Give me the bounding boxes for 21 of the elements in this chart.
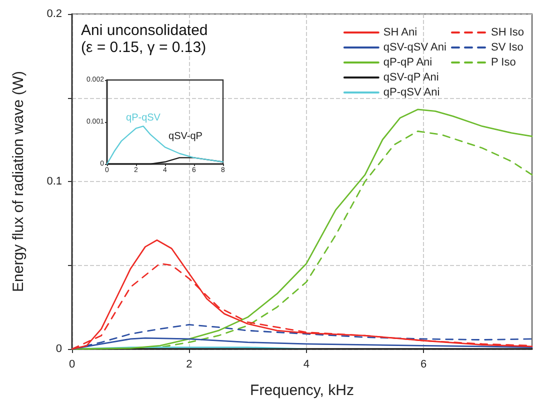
y-axis-title: Energy flux of radiation wave (W) [10, 71, 27, 292]
x-tick-label: 4 [303, 358, 310, 370]
legend-label: qSV-qSV Ani [383, 42, 446, 54]
x-tick-label: 6 [420, 358, 427, 370]
text: (ε = 0.15, γ = 0.13) [81, 39, 206, 56]
series-label: qSV-qP [168, 131, 203, 142]
legend-label: qP-qP Ani [383, 56, 432, 68]
y-tick-label: 0.1 [46, 176, 62, 188]
legend-label: qSV-qP Ani [383, 72, 439, 84]
legend-label: SH Iso [490, 26, 524, 38]
series-label: qP-qSV [126, 112, 161, 124]
x-axis-title: Frequency, kHz [250, 382, 354, 399]
x-tick-label: 2 [186, 358, 192, 370]
y-tick-label: 0 [56, 343, 62, 355]
legend-label: SV Iso [490, 42, 524, 54]
y-tick-label: 0.2 [46, 8, 62, 20]
text: Ani unconsolidated [81, 22, 208, 39]
x-tick-label: 0 [68, 358, 76, 370]
legend-label: qP-qSV Ani [383, 86, 440, 98]
legend-label: SH Ani [383, 26, 418, 38]
legend-label: P Iso [490, 56, 516, 68]
